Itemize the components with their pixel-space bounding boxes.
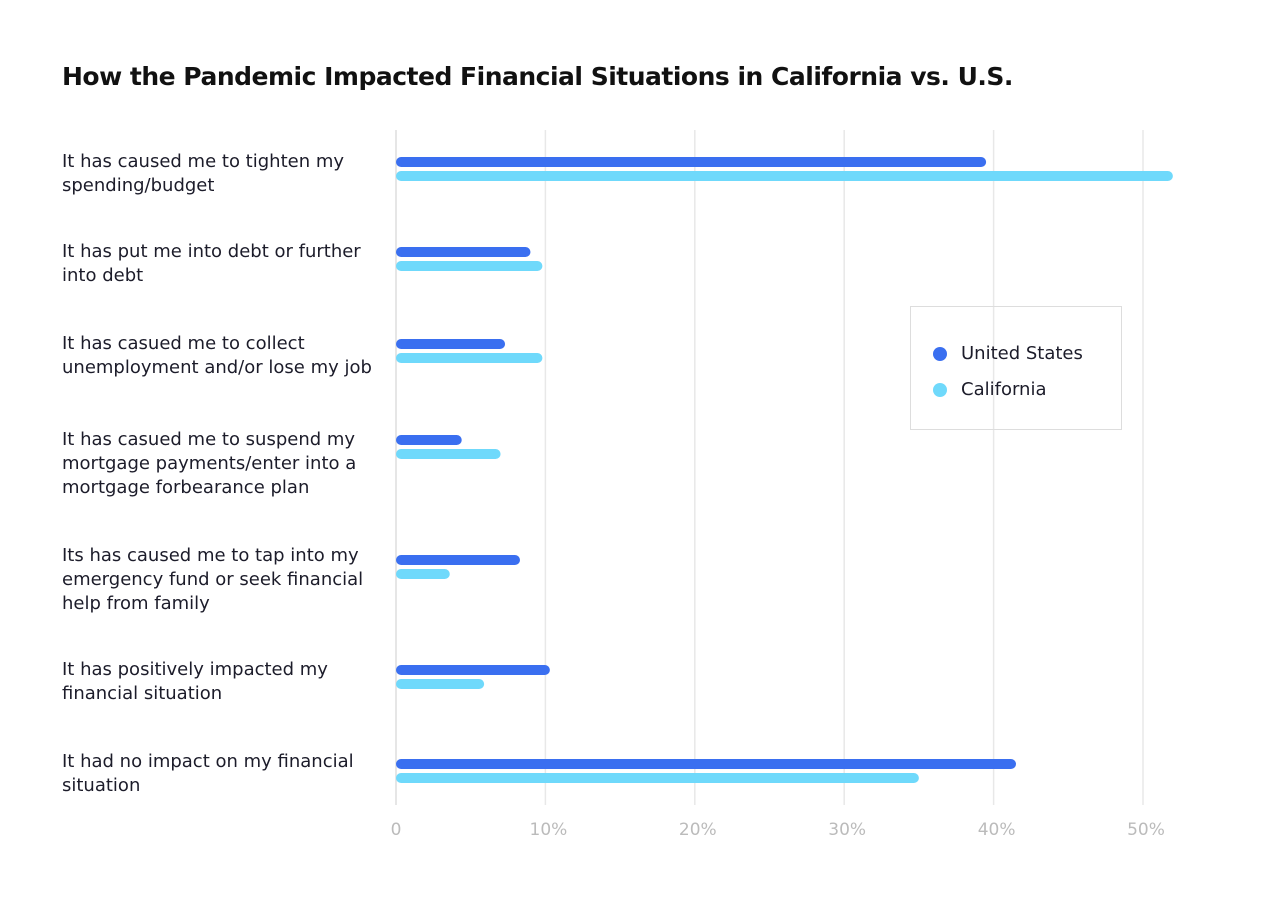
x-tick-label: 50%: [1127, 820, 1165, 840]
category-label: It has casued me to suspend my mortgage …: [62, 429, 357, 498]
legend-label-us: United States: [961, 343, 1083, 364]
legend-swatch-us: [933, 346, 947, 361]
x-tick-label: 10%: [530, 820, 568, 840]
x-tick-label: 0: [391, 820, 402, 840]
bar-ca: [396, 261, 543, 271]
legend-label-ca: California: [961, 379, 1047, 400]
category-label: It had no impact on my financial situati…: [62, 751, 354, 796]
category-label: Its has caused me to tap into my emergen…: [62, 545, 364, 614]
x-tick-label: 30%: [828, 820, 866, 840]
category-label: It has put me into debt or further into …: [62, 241, 361, 286]
bar-us: [396, 555, 521, 565]
category-label: It has caused me to tighten my spending/…: [62, 151, 345, 196]
category-label: It has casued me to collect unemployment…: [62, 333, 372, 378]
legend-swatch-ca: [933, 382, 947, 397]
x-tick-label: 40%: [978, 820, 1016, 840]
bar-ca: [396, 679, 485, 689]
legend-item-us: United States: [933, 343, 1083, 364]
bar-us: [396, 157, 987, 167]
bar-ca: [396, 569, 450, 579]
bar-us: [396, 665, 550, 675]
legend: United States California: [910, 306, 1122, 430]
bar-ca: [396, 353, 543, 363]
bar-ca: [396, 773, 919, 783]
legend-item-ca: California: [933, 379, 1046, 400]
x-tick-label: 20%: [679, 820, 717, 840]
bar-us: [396, 435, 462, 445]
bar-ca: [396, 171, 1173, 181]
bar-us: [396, 247, 531, 257]
bar-us: [396, 759, 1017, 769]
chart-title: How the Pandemic Impacted Financial Situ…: [62, 62, 1013, 91]
bar-ca: [396, 449, 501, 459]
bar-us: [396, 339, 506, 349]
category-label: It has positively impacted my financial …: [62, 659, 328, 704]
